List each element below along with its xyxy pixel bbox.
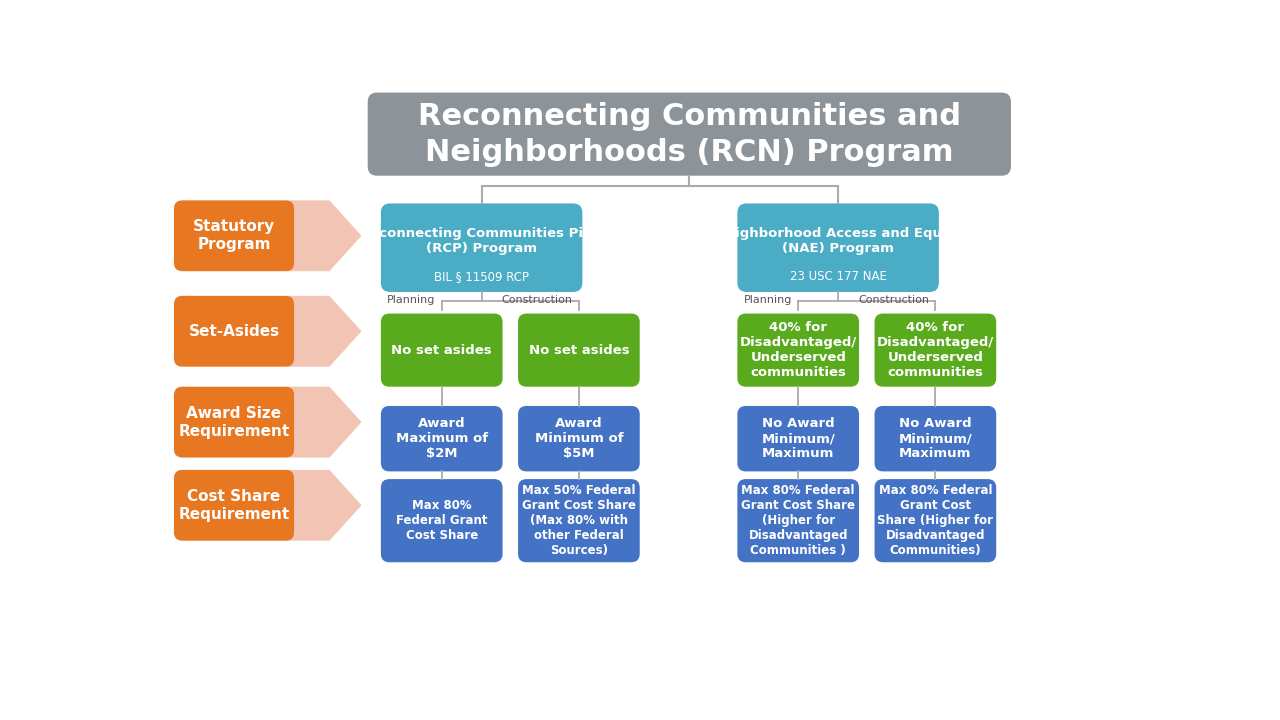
Text: Planning: Planning [744,295,792,305]
Text: Max 80%
Federal Grant
Cost Share: Max 80% Federal Grant Cost Share [396,499,488,542]
Polygon shape [288,387,361,457]
Text: Cost Share
Requirement: Cost Share Requirement [178,489,289,522]
Polygon shape [288,296,361,366]
FancyBboxPatch shape [381,313,503,387]
Text: 23 USC 177 NAE: 23 USC 177 NAE [790,269,887,282]
FancyBboxPatch shape [381,406,503,472]
FancyBboxPatch shape [737,313,859,387]
FancyBboxPatch shape [174,296,294,366]
FancyBboxPatch shape [874,479,996,562]
Polygon shape [288,470,361,541]
Text: No set asides: No set asides [392,343,492,356]
Polygon shape [288,200,361,271]
FancyBboxPatch shape [381,479,503,562]
FancyBboxPatch shape [518,479,640,562]
FancyBboxPatch shape [737,406,859,472]
FancyBboxPatch shape [367,93,1011,176]
FancyBboxPatch shape [518,406,640,472]
Text: Neighborhood Access and Equity
(NAE) Program: Neighborhood Access and Equity (NAE) Pro… [714,227,961,255]
FancyBboxPatch shape [381,204,582,292]
Text: Max 80% Federal
Grant Cost
Share (Higher for
Disadvantaged
Communities): Max 80% Federal Grant Cost Share (Higher… [877,484,993,557]
Text: Award Size
Requirement: Award Size Requirement [178,405,289,438]
FancyBboxPatch shape [174,470,294,541]
Text: Statutory
Program: Statutory Program [193,220,275,252]
FancyBboxPatch shape [737,479,859,562]
Text: No set asides: No set asides [529,343,630,356]
FancyBboxPatch shape [874,313,996,387]
Text: Reconnecting Communities and
Neighborhoods (RCN) Program: Reconnecting Communities and Neighborhoo… [417,102,961,166]
FancyBboxPatch shape [174,200,294,271]
Text: No Award
Minimum/
Maximum: No Award Minimum/ Maximum [762,417,835,460]
Text: Award
Minimum of
$5M: Award Minimum of $5M [535,417,623,460]
Text: 40% for
Disadvantaged/
Underserved
communities: 40% for Disadvantaged/ Underserved commu… [740,321,856,379]
FancyBboxPatch shape [737,204,938,292]
Text: Award
Maximum of
$2M: Award Maximum of $2M [396,417,488,460]
Text: Max 50% Federal
Grant Cost Share
(Max 80% with
other Federal
Sources): Max 50% Federal Grant Cost Share (Max 80… [522,484,636,557]
FancyBboxPatch shape [874,406,996,472]
Text: Construction: Construction [858,295,929,305]
Text: BIL § 11509 RCP: BIL § 11509 RCP [434,269,529,282]
Text: Set-Asides: Set-Asides [188,324,279,338]
Text: Max 80% Federal
Grant Cost Share
(Higher for
Disadvantaged
Communities ): Max 80% Federal Grant Cost Share (Higher… [741,484,855,557]
Text: No Award
Minimum/
Maximum: No Award Minimum/ Maximum [899,417,973,460]
FancyBboxPatch shape [518,313,640,387]
Text: 40% for
Disadvantaged/
Underserved
communities: 40% for Disadvantaged/ Underserved commu… [877,321,995,379]
Text: Reconnecting Communities Pilot
(RCP) Program: Reconnecting Communities Pilot (RCP) Pro… [360,227,603,255]
FancyBboxPatch shape [174,387,294,457]
Text: Construction: Construction [502,295,572,305]
Text: Planning: Planning [387,295,435,305]
